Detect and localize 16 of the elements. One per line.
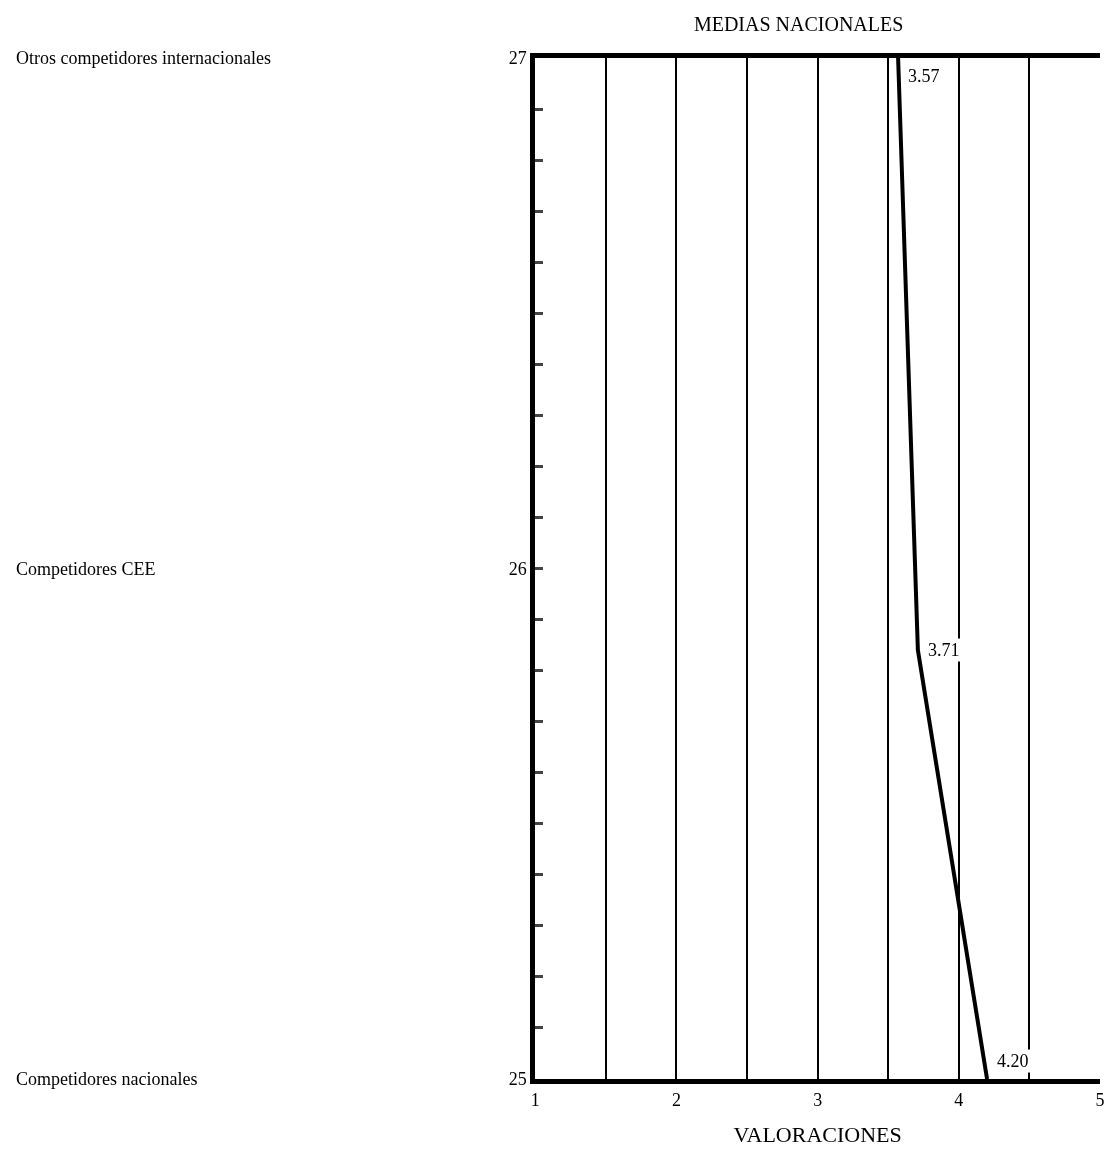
x-tick-label: 1 [530, 1089, 540, 1110]
x-axis-title: VALORACIONES [733, 1122, 902, 1148]
y-tick-label: 25 [508, 1069, 527, 1090]
x-tick-label: 3 [813, 1089, 823, 1110]
annotation: 3.57 [908, 66, 940, 86]
x-tick-label: 5 [1095, 1089, 1105, 1110]
text: Competidores nacionales [16, 1069, 198, 1089]
y-tick-label: 26 [508, 558, 527, 579]
chart-title: MEDIAS NACIONALES [693, 13, 904, 36]
x-tick-label: 2 [671, 1089, 681, 1110]
y-tick-label: 27 [508, 48, 527, 69]
text: Otros competidores internacionales [16, 48, 271, 68]
annotation: 4.20 [997, 1051, 1029, 1071]
annotation: 3.71 [928, 640, 960, 660]
x-tick-label: 4 [954, 1089, 964, 1110]
text: Competidores CEE [16, 559, 156, 579]
